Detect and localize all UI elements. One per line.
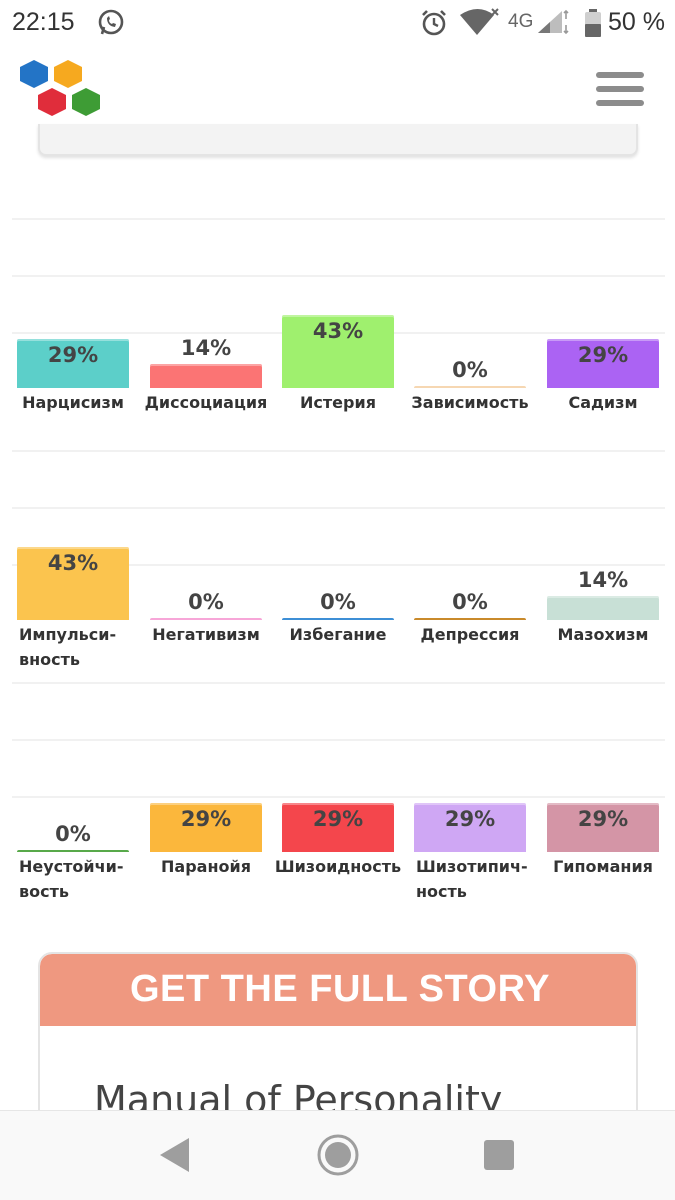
bar-value-label: 0% [452,590,488,614]
category-label: Зависимость [411,393,529,412]
bar-1 [150,364,262,388]
status-time: 22:15 [12,8,75,36]
wifi-icon [460,8,499,35]
bar-value-label: 0% [452,358,488,382]
category-label: Негативизм [152,625,260,644]
network-type: 4G [508,11,534,32]
bar-value-label: 29% [312,807,364,831]
bar-value-label: 43% [47,551,99,575]
gridline [12,332,665,334]
category-label: Избегание [289,625,387,644]
bar-3 [414,386,526,388]
bar-2 [282,315,394,388]
bar-value-label: 29% [444,807,496,831]
bar-value-label: 14% [577,568,629,592]
category-label: Садизм [568,393,638,412]
gridline [12,796,665,798]
recents-icon[interactable] [483,1139,515,1171]
bar-6 [150,618,262,620]
status-bar: 22:15 4G 50 % [0,0,675,48]
bar-8 [414,618,526,620]
category-label: Истерия [300,393,376,412]
menu-line [596,86,644,92]
bar-value-label: 43% [312,319,364,343]
bar-7 [282,618,394,620]
bar-10 [17,850,129,852]
alarm-icon [422,10,446,36]
bar-4 [547,339,659,388]
gridline [12,739,665,741]
whatsapp-icon [98,9,124,35]
top-card [38,124,638,156]
cta-title[interactable]: GET THE FULL STORY [130,968,550,1010]
category-label: Гипомания [553,857,653,876]
bar-14 [547,803,659,852]
battery-percentage: 50 % [608,8,665,36]
bar-11 [150,803,262,852]
menu-line [596,72,644,78]
cta-header[interactable]: GET THE FULL STORY [40,954,636,1026]
category-label: Диссоциация [144,393,268,412]
bar-9 [547,596,659,620]
bar-13 [414,803,526,852]
hamburger-menu-icon[interactable] [596,72,644,112]
bar-value-label: 0% [320,590,356,614]
site-header [0,48,675,134]
category-label: Мазохизм [557,625,649,644]
bar-0 [17,339,129,388]
battery-icon [585,9,601,37]
gridline [12,507,665,509]
gridline [12,450,665,452]
menu-line [596,100,644,106]
bar-value-label: 29% [180,807,232,831]
bar-value-label: 29% [577,807,629,831]
gridline [12,275,665,277]
bar-5 [17,547,129,620]
bar-value-label: 29% [47,343,99,367]
category-label: Депрессия [420,625,520,644]
gridline [12,218,665,220]
category-label: Шизотипич-ность [416,857,528,901]
hexagon-logo[interactable] [18,58,104,124]
back-icon[interactable] [157,1136,191,1174]
cta-card: GET THE FULL STORY Manual of Personality [38,952,638,1122]
home-icon[interactable] [316,1133,360,1177]
gridline [12,682,665,684]
category-label: Шизоидность [274,857,402,876]
category-label: Неустойчи-вость [19,857,124,901]
bar-value-label: 0% [55,822,91,846]
category-label: Паранойя [161,857,251,876]
bar-value-label: 29% [577,343,629,367]
bar-12 [282,803,394,852]
gridline [12,564,665,566]
bar-value-label: 14% [180,336,232,360]
bar-value-label: 0% [188,590,224,614]
category-label: Импульси-вность [19,625,117,669]
signal-icon [538,9,569,35]
category-label: Нарцисизм [22,393,124,412]
